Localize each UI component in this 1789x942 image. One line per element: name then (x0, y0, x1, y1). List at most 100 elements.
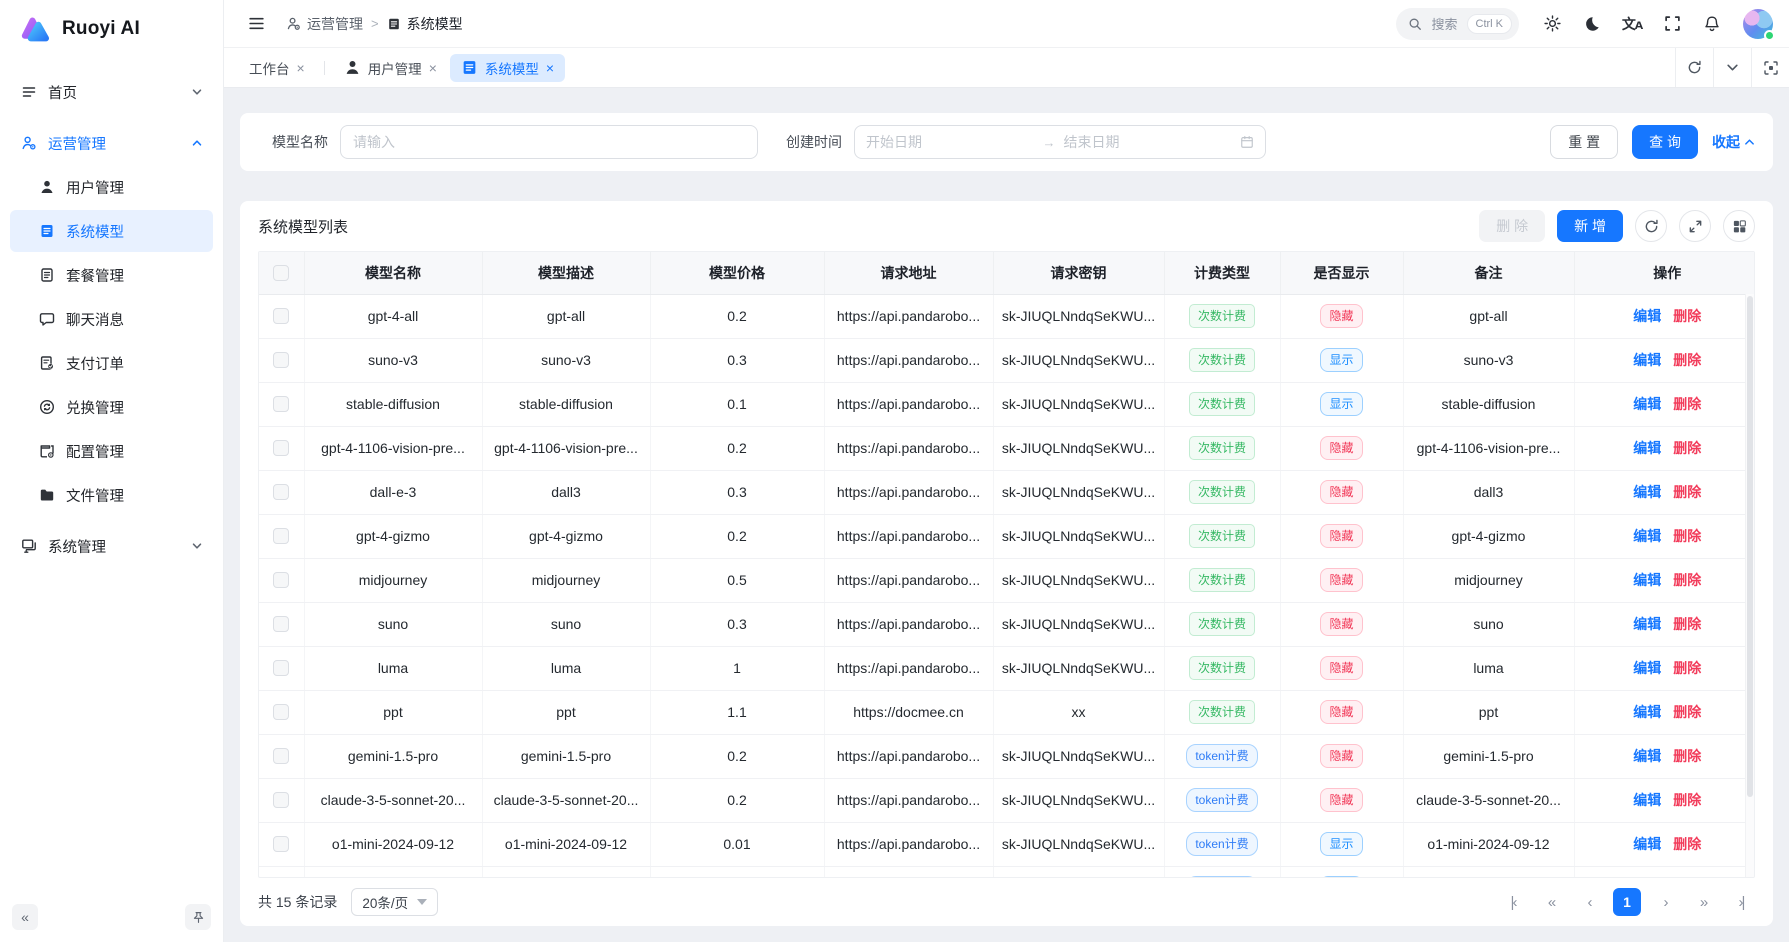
sidebar-item-operations[interactable]: 运营管理 (10, 122, 213, 164)
delete-button[interactable]: 删 除 (1479, 210, 1545, 242)
last-page-button[interactable]: ›| (1727, 888, 1755, 916)
jump-back-button[interactable]: « (1537, 888, 1565, 916)
sidebar-item-config-management[interactable]: 配置管理 (10, 430, 213, 472)
edit-link[interactable]: 编辑 (1633, 308, 1661, 324)
expand-table-button[interactable] (1679, 210, 1711, 242)
sidebar-item-file-management[interactable]: 文件管理 (10, 474, 213, 516)
close-icon[interactable]: × (297, 61, 305, 75)
tab-工作台[interactable]: 工作台× (238, 54, 316, 82)
search-placeholder: 搜索 (1431, 14, 1457, 33)
reset-button[interactable]: 重 置 (1550, 125, 1618, 159)
sidebar-item-home[interactable]: 首页 (10, 71, 213, 113)
delete-link[interactable]: 删除 (1673, 352, 1701, 368)
row-checkbox[interactable] (273, 616, 289, 632)
edit-link[interactable]: 编辑 (1633, 748, 1661, 764)
jump-forward-button[interactable]: » (1689, 888, 1717, 916)
close-icon[interactable]: × (546, 61, 554, 75)
edit-link[interactable]: 编辑 (1633, 704, 1661, 720)
settings-button[interactable] (1535, 7, 1569, 41)
query-button[interactable]: 查 询 (1632, 125, 1698, 159)
row-checkbox[interactable] (273, 704, 289, 720)
fullscreen-button[interactable] (1655, 7, 1689, 41)
breadcrumb-page[interactable]: 系统模型 (387, 14, 463, 34)
end-date-input[interactable] (1064, 134, 1233, 150)
column-settings-button[interactable] (1723, 210, 1755, 242)
date-range-picker[interactable]: → (854, 125, 1266, 159)
edit-link[interactable]: 编辑 (1633, 440, 1661, 456)
delete-link[interactable]: 删除 (1673, 528, 1701, 544)
content-fullscreen-button[interactable] (1751, 48, 1789, 87)
sidebar-collapse-button[interactable]: « (12, 904, 38, 930)
sidebar-item-user-management[interactable]: 用户管理 (10, 166, 213, 208)
sidebar-item-system-model[interactable]: 系统模型 (10, 210, 213, 252)
start-date-input[interactable] (866, 134, 1035, 150)
tab-用户管理[interactable]: 用户管理× (333, 54, 448, 82)
row-checkbox[interactable] (273, 572, 289, 588)
notifications-button[interactable] (1695, 7, 1729, 41)
delete-link[interactable]: 删除 (1673, 308, 1701, 324)
delete-link[interactable]: 删除 (1673, 616, 1701, 632)
chevron-up-icon (191, 137, 203, 149)
edit-link[interactable]: 编辑 (1633, 836, 1661, 852)
delete-link[interactable]: 删除 (1673, 660, 1701, 676)
breadcrumb-section[interactable]: 运营管理 (286, 14, 363, 34)
page-number-button[interactable]: 1 (1613, 888, 1641, 916)
edit-link[interactable]: 编辑 (1633, 528, 1661, 544)
select-all-checkbox[interactable] (273, 265, 289, 281)
first-page-button[interactable]: |‹ (1499, 888, 1527, 916)
billing-type-badge: 次数计费 (1189, 700, 1255, 724)
edit-link[interactable]: 编辑 (1633, 660, 1661, 676)
cell-actions: 编辑删除 (1574, 690, 1755, 734)
edit-link[interactable]: 编辑 (1633, 572, 1661, 588)
delete-link[interactable]: 删除 (1673, 792, 1701, 808)
user-avatar[interactable] (1743, 9, 1773, 39)
row-checkbox[interactable] (273, 396, 289, 412)
tab-系统模型[interactable]: 系统模型× (450, 54, 565, 82)
prev-page-button[interactable]: ‹ (1575, 888, 1603, 916)
edit-link[interactable]: 编辑 (1633, 352, 1661, 368)
sidebar-item-chat-messages[interactable]: 聊天消息 (10, 298, 213, 340)
row-checkbox[interactable] (273, 440, 289, 456)
menu-toggle-icon[interactable] (240, 8, 272, 40)
edit-link[interactable]: 编辑 (1633, 792, 1661, 808)
sidebar-item-payment-orders[interactable]: 支付订单 (10, 342, 213, 384)
row-checkbox[interactable] (273, 660, 289, 676)
delete-link[interactable]: 删除 (1673, 836, 1701, 852)
sidebar-item-package-management[interactable]: 套餐管理 (10, 254, 213, 296)
logo-row[interactable]: Ruoyi AI (0, 0, 223, 58)
row-checkbox[interactable] (273, 308, 289, 324)
table-row: gpt-4-allgpt-all0.2https://api.pandarobo… (259, 294, 1755, 338)
row-checkbox[interactable] (273, 352, 289, 368)
tabs-menu-button[interactable] (1713, 48, 1751, 87)
refresh-page-button[interactable] (1675, 48, 1713, 87)
row-checkbox[interactable] (273, 836, 289, 852)
delete-link[interactable]: 删除 (1673, 396, 1701, 412)
sidebar-pin-button[interactable] (185, 904, 211, 930)
sidebar-item-system-management[interactable]: 系统管理 (10, 525, 213, 567)
add-button[interactable]: 新 增 (1557, 210, 1623, 242)
row-checkbox[interactable] (273, 528, 289, 544)
close-icon[interactable]: × (429, 61, 437, 75)
edit-link[interactable]: 编辑 (1633, 396, 1661, 412)
collapse-filter-link[interactable]: 收起 (1712, 132, 1755, 152)
global-search[interactable]: 搜索 Ctrl K (1396, 8, 1519, 40)
delete-link[interactable]: 删除 (1673, 440, 1701, 456)
edit-link[interactable]: 编辑 (1633, 484, 1661, 500)
table-scrollbar-thumb[interactable] (1747, 296, 1753, 797)
page-size-select[interactable]: 20条/页 (351, 888, 438, 916)
refresh-table-button[interactable] (1635, 210, 1667, 242)
sidebar-item-redeem-management[interactable]: 兑换管理 (10, 386, 213, 428)
table-scrollbar-track[interactable] (1745, 294, 1754, 877)
edit-link[interactable]: 编辑 (1633, 616, 1661, 632)
row-checkbox[interactable] (273, 792, 289, 808)
next-page-button[interactable]: › (1651, 888, 1679, 916)
row-checkbox[interactable] (273, 748, 289, 764)
model-name-input[interactable] (340, 125, 758, 159)
dark-mode-button[interactable] (1575, 7, 1609, 41)
delete-link[interactable]: 删除 (1673, 572, 1701, 588)
language-button[interactable]: 文ᴀ (1615, 7, 1649, 41)
delete-link[interactable]: 删除 (1673, 748, 1701, 764)
delete-link[interactable]: 删除 (1673, 704, 1701, 720)
delete-link[interactable]: 删除 (1673, 484, 1701, 500)
row-checkbox[interactable] (273, 484, 289, 500)
